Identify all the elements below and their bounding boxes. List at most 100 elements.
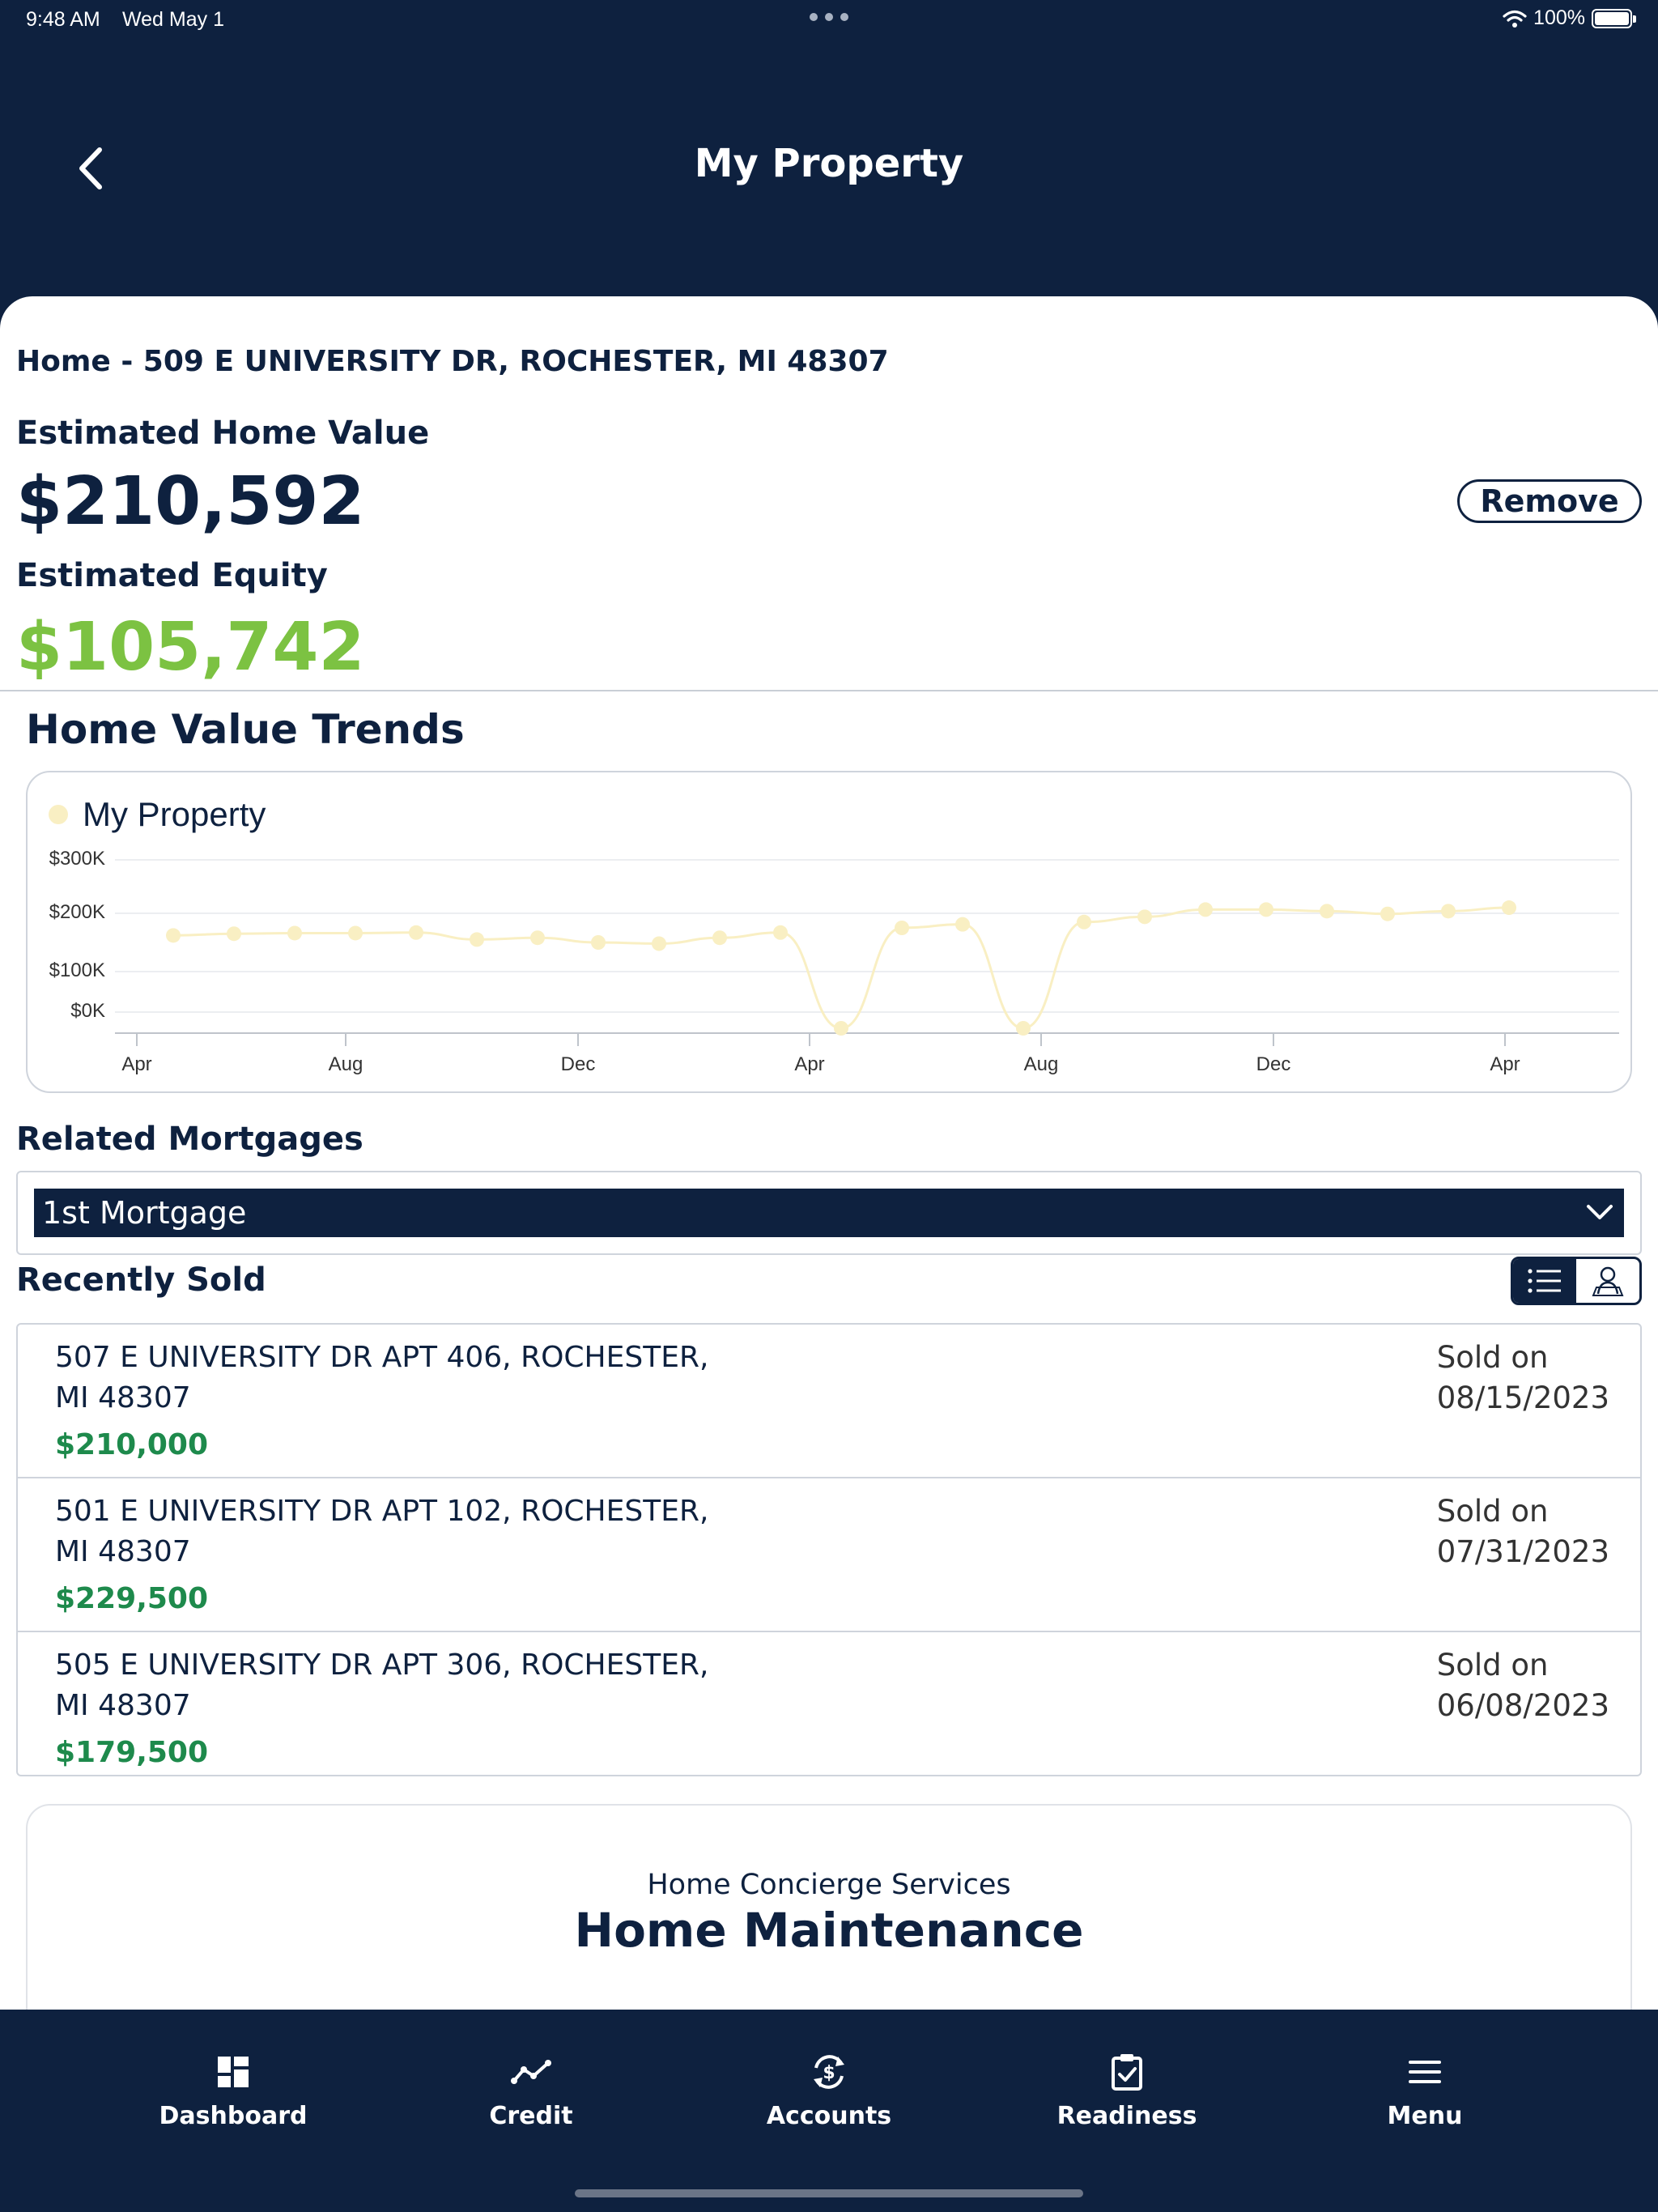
tab-label: Credit	[489, 2102, 573, 2130]
data-point	[591, 935, 606, 950]
equity-amount: $105,742	[16, 609, 365, 686]
chart-plot: $300K $200K $100K $0K Apr Aug Dec Apr Aug Dec Apr	[49, 848, 1619, 1075]
data-point	[409, 925, 423, 940]
tab-readiness[interactable]: Readiness	[1005, 2052, 1248, 2130]
map-view-button[interactable]	[1576, 1259, 1639, 1303]
wifi-icon	[1503, 10, 1527, 28]
sold-address: 507 E UNIVERSITY DR APT 406, ROCHESTER, M…	[55, 1341, 709, 1414]
legend-swatch	[49, 805, 68, 824]
data-point	[287, 925, 302, 941]
y-tick-label: $0K	[70, 1000, 105, 1022]
page-title: My Property	[694, 141, 964, 186]
x-tick-label: Dec	[561, 1053, 596, 1075]
home-indicator[interactable]	[575, 2189, 1083, 2197]
battery-percent: 100%	[1533, 6, 1585, 29]
home-value-label: Estimated Home Value	[16, 415, 430, 452]
data-point	[1441, 904, 1456, 919]
sold-address: 501 E UNIVERSITY DR APT 102, ROCHESTER, M…	[55, 1495, 709, 1568]
sold-date: Sold on 06/08/2023	[1436, 1648, 1609, 1723]
concierge-title: Home Maintenance	[574, 1903, 1084, 1958]
tab-menu[interactable]: Menu	[1303, 2052, 1546, 2130]
data-point	[1502, 900, 1516, 916]
tab-accounts[interactable]: $ Accounts	[708, 2052, 950, 2130]
mortgage-select-container: 1st Mortgage	[16, 1171, 1642, 1255]
list-item[interactable]: 507 E UNIVERSITY DR APT 406, ROCHESTER, M…	[18, 1325, 1640, 1478]
tab-label: Menu	[1387, 2102, 1463, 2130]
data-point	[348, 925, 363, 941]
tab-label: Readiness	[1056, 2102, 1197, 2130]
list-item[interactable]: 505 E UNIVERSITY DR APT 306, ROCHESTER, M…	[18, 1631, 1640, 1775]
tab-credit[interactable]: Credit	[410, 2052, 653, 2130]
back-button[interactable]	[65, 136, 117, 201]
x-tick-label: Apr	[794, 1053, 824, 1075]
legend-label: My Property	[83, 795, 266, 833]
status-bar: 9:48 AM Wed May 1 100%	[0, 0, 1658, 39]
tab-label: Accounts	[766, 2102, 892, 2130]
svg-text:$: $	[823, 2063, 835, 2083]
status-date: Wed May 1	[122, 8, 224, 31]
concierge-card[interactable]: Home Concierge Services Home Maintenance	[26, 1804, 1632, 2010]
data-point	[1016, 1021, 1031, 1036]
trends-title: Home Value Trends	[26, 706, 465, 753]
list-item[interactable]: 501 E UNIVERSITY DR APT 102, ROCHESTER, M…	[18, 1477, 1640, 1631]
data-point	[1380, 906, 1395, 921]
nav-header: My Property	[0, 39, 1658, 298]
divider	[0, 690, 1658, 691]
data-point	[530, 930, 545, 946]
chart-legend[interactable]: My Property	[49, 795, 266, 834]
clipboard-check-icon	[1112, 2054, 1142, 2091]
x-tick-label: Aug	[329, 1053, 363, 1075]
data-point	[773, 925, 788, 940]
battery-icon	[1592, 8, 1636, 28]
y-tick-label: $300K	[49, 848, 105, 870]
mortgage-dropdown[interactable]: 1st Mortgage	[34, 1189, 1624, 1237]
hamburger-menu-icon	[1409, 2061, 1441, 2083]
property-sheet: Home - 509 E UNIVERSITY DR, ROCHESTER, M…	[0, 296, 1658, 2010]
x-tick-label: Aug	[1024, 1053, 1059, 1075]
remove-button[interactable]: Remove	[1457, 479, 1642, 523]
data-point	[1259, 902, 1273, 917]
data-point	[955, 917, 970, 932]
equity-label: Estimated Equity	[16, 557, 328, 594]
property-address: Home - 509 E UNIVERSITY DR, ROCHESTER, M…	[16, 345, 889, 378]
dollar-sync-icon: $	[814, 2055, 844, 2089]
tab-bar: Dashboard Credit $ Accounts Readiness Me…	[0, 2010, 1658, 2212]
data-point	[1137, 909, 1152, 925]
recently-sold-title: Recently Sold	[16, 1261, 266, 1299]
related-mortgages-title: Related Mortgages	[16, 1121, 363, 1158]
sold-date: Sold on 07/31/2023	[1436, 1494, 1609, 1569]
data-point	[834, 1021, 848, 1036]
sold-address: 505 E UNIVERSITY DR APT 306, ROCHESTER, M…	[55, 1648, 709, 1722]
y-tick-label: $100K	[49, 959, 105, 981]
status-time: 9:48 AM	[26, 8, 100, 31]
home-value-amount: $210,592	[16, 463, 365, 540]
data-point	[227, 926, 241, 942]
list-icon	[1528, 1269, 1561, 1293]
tab-label: Dashboard	[159, 2102, 308, 2130]
x-tick-label: Apr	[1490, 1053, 1520, 1075]
data-point	[1320, 904, 1334, 919]
data-point	[1198, 902, 1213, 917]
recently-sold-list: 507 E UNIVERSITY DR APT 406, ROCHESTER, M…	[16, 1323, 1642, 1776]
sold-price: $229,500	[55, 1582, 209, 1615]
data-point	[470, 932, 484, 947]
data-point	[895, 921, 909, 935]
tab-dashboard[interactable]: Dashboard	[112, 2052, 355, 2130]
dashboard-icon	[218, 2057, 249, 2087]
sold-price: $179,500	[55, 1736, 209, 1769]
data-point	[1077, 914, 1091, 929]
view-toggle[interactable]	[1511, 1257, 1642, 1305]
list-view-button[interactable]	[1513, 1259, 1576, 1303]
sold-date: Sold on 08/15/2023	[1436, 1340, 1609, 1415]
series-line	[172, 906, 1510, 1030]
home-value-chart[interactable]: My Property $300K $200K $100K $0K Apr Aug Dec A…	[26, 771, 1632, 1093]
y-tick-label: $200K	[49, 901, 105, 923]
sold-price: $210,000	[55, 1428, 209, 1461]
x-tick-label: Apr	[121, 1053, 151, 1075]
map-person-icon	[1592, 1266, 1624, 1296]
multitasking-dots-icon[interactable]	[810, 13, 848, 21]
data-point	[166, 928, 181, 943]
mortgage-selected: 1st Mortgage	[42, 1195, 247, 1231]
trend-line-icon	[511, 2060, 551, 2084]
x-tick-label: Dec	[1256, 1053, 1291, 1075]
